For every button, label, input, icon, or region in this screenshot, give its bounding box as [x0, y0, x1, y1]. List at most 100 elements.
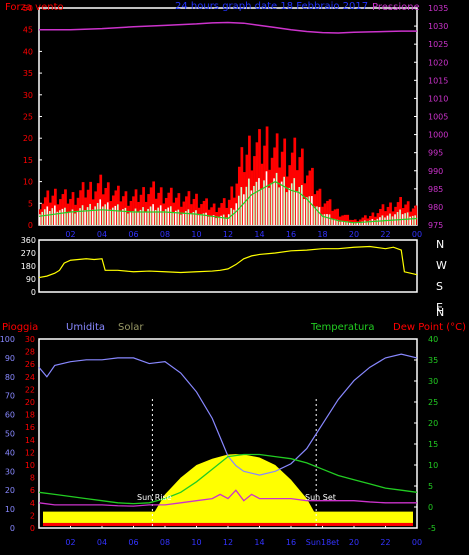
average-bar — [124, 207, 127, 225]
average-bar — [144, 211, 147, 225]
weather-x-tick-label: 06 — [128, 538, 138, 547]
sunset-label: Sun Set — [305, 493, 336, 502]
average-bar — [316, 206, 318, 225]
gust-bar — [230, 186, 234, 225]
gust-bar — [381, 204, 385, 225]
temperature-tick-label: 25 — [428, 398, 438, 407]
average-bar — [306, 197, 308, 225]
rain-baseline-line — [43, 522, 413, 526]
average-bar — [152, 204, 154, 225]
average-bar — [356, 222, 359, 225]
solar-axis-title: Solar — [118, 322, 144, 333]
average-bar — [111, 207, 114, 225]
pressure-tick-label: 985 — [428, 185, 443, 194]
average-bar — [270, 182, 273, 225]
pressure-tick-label: 1015 — [428, 76, 448, 85]
average-bar — [190, 213, 192, 225]
average-bar — [225, 217, 228, 225]
weather-x-tick-label: 20 — [349, 538, 359, 547]
average-bar — [182, 212, 185, 225]
gust-bar — [414, 205, 418, 225]
average-bar — [61, 208, 64, 225]
average-bar — [227, 214, 230, 225]
average-bar — [101, 206, 104, 225]
gust-bar — [333, 209, 337, 225]
humidity-tick-label: 60 — [5, 411, 15, 420]
average-bar — [303, 199, 306, 225]
wind-tick-label: 40 — [23, 47, 33, 56]
average-bar — [139, 209, 142, 225]
gust-bar — [371, 212, 375, 225]
average-bar — [134, 208, 137, 225]
pressure-tick-label: 1020 — [428, 58, 448, 67]
average-bar — [48, 211, 51, 225]
gust-bar — [81, 182, 85, 225]
gust-bar — [369, 215, 372, 225]
humidity-y-ticks: 0 10 20 30 40 50 60 70 80 90 100 — [0, 335, 15, 533]
temperature-tick-label: 30 — [428, 377, 438, 386]
wind-x-tick-label: 18 — [317, 230, 327, 239]
temperature-tick-label: 40 — [428, 335, 438, 344]
average-bar — [313, 206, 316, 225]
average-bar — [222, 214, 225, 225]
average-bar — [127, 213, 129, 225]
average-bar — [348, 222, 351, 225]
wind-y-ticks: 0 5 10 15 20 25 30 35 40 45 50 — [23, 4, 42, 230]
average-bar — [56, 211, 59, 225]
gust-bar — [187, 191, 191, 225]
average-bar — [353, 222, 356, 225]
average-bar — [318, 207, 321, 225]
humidity-tick-label: 30 — [5, 467, 15, 476]
humidity-tick-label: 10 — [5, 505, 15, 514]
rain-axis-title: Pioggia — [2, 322, 38, 333]
gust-bar — [217, 207, 221, 225]
average-bar — [409, 216, 411, 225]
gust-bar — [225, 207, 229, 225]
average-bar — [74, 213, 76, 225]
average-bar — [399, 209, 401, 225]
gust-bar — [343, 214, 347, 225]
solar-area — [152, 454, 317, 516]
gust-bar — [240, 147, 244, 225]
average-bar — [389, 213, 391, 225]
rain-tick-label: 28 — [25, 348, 35, 357]
average-bar — [109, 209, 112, 225]
gust-bar — [64, 189, 67, 225]
wind-x-tick-label: 16 — [286, 230, 296, 239]
rain-tick-label: 14 — [25, 436, 35, 445]
average-bar — [232, 209, 235, 225]
average-bar — [374, 220, 376, 225]
average-bar — [369, 220, 371, 225]
rain-tick-label: 16 — [25, 423, 35, 432]
wind-direction-average-line — [38, 180, 418, 224]
rain-tick-label: 12 — [25, 448, 35, 457]
dew-point-line — [38, 489, 417, 507]
rain-tick-label: 10 — [25, 461, 35, 470]
average-bar — [215, 218, 217, 225]
weather-x-tick-label: 12 — [223, 538, 233, 547]
average-bar — [295, 191, 298, 225]
gust-bar — [149, 187, 153, 225]
temperature-tick-label: 15 — [428, 440, 438, 449]
humidity-tick-label: 50 — [5, 430, 15, 439]
average-bar — [283, 176, 285, 225]
weather-x-tick-label: Sun18et — [306, 538, 339, 547]
weather-x-ticks: 02 04 06 08 10 12 14 16 Sun18et 20 22 00 — [65, 524, 422, 547]
average-bar — [99, 199, 102, 225]
pressure-tick-label: 980 — [428, 203, 443, 212]
gust-bar — [363, 215, 367, 225]
dew-point-axis-title: Dew Point (°C) — [393, 322, 466, 333]
compass-tick-label: E — [436, 301, 443, 314]
gust-bar — [220, 203, 224, 225]
average-bar — [84, 210, 86, 225]
sunrise-label: Sun Rise — [137, 493, 172, 502]
pressure-line — [39, 21, 417, 34]
average-bar — [328, 214, 331, 225]
average-bar — [41, 211, 44, 225]
average-bar — [278, 187, 280, 225]
average-bar — [71, 209, 74, 225]
pressure-tick-label: 975 — [428, 221, 443, 230]
wind-x-tick-label: 04 — [97, 230, 107, 239]
average-bar — [298, 186, 301, 225]
